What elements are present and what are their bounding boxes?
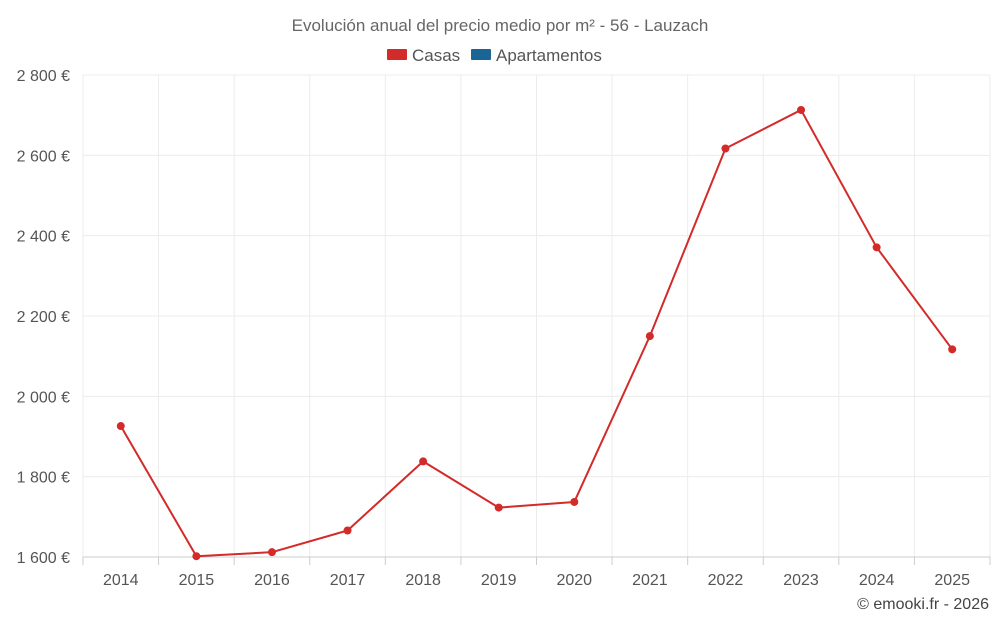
x-tick-label: 2025: [934, 572, 970, 589]
x-tick-label: 2015: [179, 572, 215, 589]
data-point-2023[interactable]: [797, 105, 806, 114]
legend-label-casas[interactable]: Casas: [412, 46, 460, 65]
series-line-casas: [119, 108, 954, 558]
y-tick-label: 2 400 €: [17, 229, 70, 246]
credit: © emooki.fr - 2026: [857, 596, 989, 613]
y-tick-label: 1 800 €: [17, 470, 70, 487]
legend-swatch-casas[interactable]: [387, 49, 407, 60]
x-tick-label: 2014: [103, 572, 139, 589]
data-point-2022[interactable]: [721, 144, 730, 153]
x-tick-label: 2018: [405, 572, 441, 589]
grid: [82, 74, 991, 557]
data-point-2015[interactable]: [192, 552, 201, 561]
legend-label-apartamentos[interactable]: Apartamentos: [496, 46, 602, 65]
x-tick-label: 2024: [859, 572, 895, 589]
legend-swatch-apartamentos[interactable]: [471, 49, 491, 60]
axes: 1 600 € 1 800 € 2 000 € 2 200 € 2 400 € 2 600…: [17, 68, 991, 589]
chart-title: Evolución anual del precio medio por m² …: [292, 16, 709, 35]
x-tick-label: 2016: [254, 572, 290, 589]
legend: Casas Apartamentos: [387, 46, 602, 65]
x-tick-label: 2020: [556, 572, 592, 589]
data-point-2017[interactable]: [343, 526, 352, 535]
x-tick-label: 2017: [330, 572, 366, 589]
x-tick-label: 2021: [632, 572, 668, 589]
y-tick-label: 1 600 €: [17, 550, 70, 567]
y-tick-label: 2 200 €: [17, 309, 70, 326]
data-point-2025[interactable]: [948, 345, 957, 354]
data-point-2021[interactable]: [645, 332, 654, 341]
y-tick-label: 2 600 €: [17, 148, 70, 165]
x-tick-label: 2023: [783, 572, 819, 589]
data-point-2018[interactable]: [419, 457, 428, 466]
y-tick-label: 2 000 €: [17, 389, 70, 406]
data-point-2016[interactable]: [267, 548, 276, 557]
data-point-2019[interactable]: [494, 503, 503, 512]
x-tick-label: 2019: [481, 572, 517, 589]
y-tick-label: 2 800 €: [17, 68, 70, 85]
data-point-2024[interactable]: [872, 243, 881, 252]
series: [116, 105, 957, 561]
x-tick-label: 2022: [708, 572, 744, 589]
data-point-2014[interactable]: [116, 422, 125, 431]
data-point-2020[interactable]: [570, 497, 579, 506]
